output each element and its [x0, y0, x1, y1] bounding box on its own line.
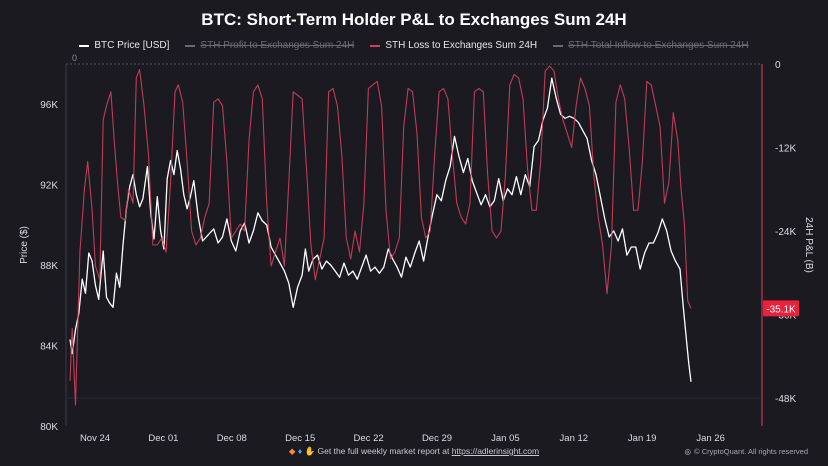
legend: BTC Price [USD] STH Profit to Exchanges … [0, 40, 828, 51]
y-tick-label-right: -24K [775, 227, 796, 238]
chart-title: BTC: Short-Term Holder P&L to Exchanges … [201, 10, 627, 29]
legend-item-btc-price[interactable]: BTC Price [USD] [79, 40, 169, 51]
zero-line-label: 0 [72, 53, 77, 63]
x-tick-label: Dec 29 [422, 433, 452, 444]
x-tick-label: Dec 01 [148, 433, 178, 444]
legend-swatch-sth-total-inflow [553, 44, 564, 47]
gem-icon: ♦ [297, 446, 303, 456]
y-axis-label-left: Price ($) [19, 226, 30, 264]
footer-link[interactable]: https://adlerinsight.com [451, 446, 540, 456]
x-tick-label: Nov 24 [80, 433, 110, 444]
y-tick-label-left: 96K [40, 100, 58, 111]
credit-text: © CryptoQuant. All rights reserved [694, 447, 808, 456]
y-tick-label-right: -12K [775, 144, 796, 155]
legend-label-sth-loss: STH Loss to Exchanges Sum 24H [385, 40, 538, 51]
y-axis-label-right: 24H P&L (B) [803, 217, 814, 273]
legend-swatch-btc-price [79, 44, 90, 47]
current-value-badge [763, 300, 799, 317]
x-tick-label: Dec 15 [285, 433, 315, 444]
x-tick-label: Jan 26 [696, 433, 725, 444]
legend-label-sth-total-inflow: STH Total Inflow to Exchanges Sum 24H [568, 40, 749, 51]
legend-item-sth-profit[interactable]: STH Profit to Exchanges Sum 24H [185, 40, 354, 51]
y-tick-label-left: 80K [40, 422, 58, 433]
footer-prefix: Get the full weekly market report at [317, 446, 452, 456]
x-tick-label: Jan 05 [491, 433, 520, 444]
legend-swatch-sth-profit [185, 44, 196, 47]
legend-label-sth-profit: STH Profit to Exchanges Sum 24H [200, 40, 355, 51]
legend-item-sth-total-inflow[interactable]: STH Total Inflow to Exchanges Sum 24H [553, 40, 749, 51]
x-tick-label: Dec 22 [354, 433, 384, 444]
legend-swatch-sth-loss [370, 44, 381, 47]
legend-item-sth-loss[interactable]: STH Loss to Exchanges Sum 24H [370, 40, 537, 51]
x-tick-label: Jan 12 [560, 433, 589, 444]
hands-icon: ✋ [304, 446, 316, 456]
y-tick-label-left: 92K [40, 181, 58, 192]
btc-price-line [69, 77, 692, 382]
y-tick-label-right: -48K [775, 394, 796, 405]
y-tick-label-left: 84K [40, 342, 58, 353]
x-tick-label: Dec 08 [217, 433, 247, 444]
legend-label-btc-price: BTC Price [USD] [94, 40, 170, 51]
footer-note: ◆ ♦ ✋ Get the full weekly market report … [0, 446, 828, 457]
current-value-label: -35.1K [766, 304, 796, 315]
diamond-icon: ◆ [288, 446, 296, 456]
y-tick-label-left: 88K [40, 261, 58, 272]
x-tick-label: Jan 19 [628, 433, 657, 444]
credit: ◎ © CryptoQuant. All rights reserved [685, 447, 808, 456]
cryptoquant-logo-icon: ◎ [684, 447, 692, 456]
y-tick-label-right: 0 [775, 60, 781, 71]
sth-loss-line [69, 65, 692, 406]
